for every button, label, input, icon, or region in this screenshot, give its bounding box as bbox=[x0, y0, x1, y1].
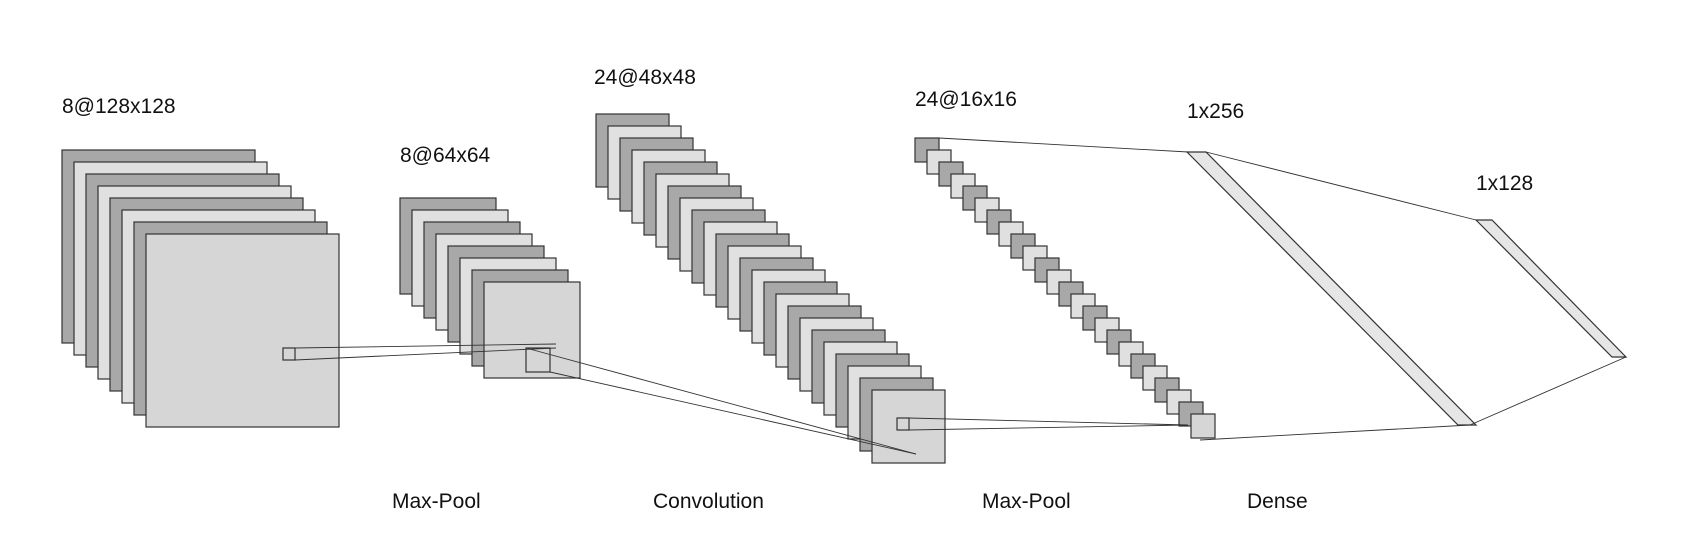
connection-line-8 bbox=[1199, 424, 1471, 441]
layer-8x64x64-stack bbox=[399, 197, 581, 379]
kernel-square-2 bbox=[525, 347, 551, 373]
kernel-square-1 bbox=[282, 347, 296, 361]
connection-line-6 bbox=[908, 424, 1189, 431]
connection-line-3 bbox=[525, 347, 917, 455]
label-layer-3: 24@48x48 bbox=[594, 66, 696, 89]
connection-line-10 bbox=[1469, 356, 1627, 426]
layer1-feature-map-8 bbox=[145, 233, 340, 428]
dense-layers bbox=[1185, 151, 1628, 426]
connection-line-1 bbox=[294, 343, 557, 349]
connection-line-5 bbox=[908, 417, 1189, 426]
connection-lines bbox=[282, 137, 1627, 455]
connection-line-7 bbox=[938, 137, 1189, 153]
layer2-feature-map-8 bbox=[483, 281, 581, 379]
layer-24x48x48-stack bbox=[595, 113, 946, 464]
layer-8x128x128-stack bbox=[61, 149, 340, 428]
caption-dense: Dense bbox=[1247, 490, 1308, 513]
layer4-feature-map-24 bbox=[1190, 413, 1216, 439]
label-layer-5: 1x256 bbox=[1187, 100, 1244, 123]
kernel-square-3 bbox=[896, 417, 910, 431]
caption-max-pool-2: Max-Pool bbox=[982, 490, 1071, 513]
label-layer-4: 24@16x16 bbox=[915, 88, 1017, 111]
label-layer-2: 8@64x64 bbox=[400, 144, 491, 167]
dense-layer-256 bbox=[1185, 151, 1478, 426]
connection-line-2 bbox=[294, 347, 557, 361]
dense-layer-128 bbox=[1474, 219, 1628, 358]
layer3-feature-map-24 bbox=[871, 389, 946, 464]
connection-line-9 bbox=[1205, 151, 1477, 221]
layer-24x16x16-stack bbox=[914, 137, 1216, 439]
connection-line-4 bbox=[549, 371, 917, 455]
caption-convolution: Convolution bbox=[653, 490, 764, 513]
label-layer-6: 1x128 bbox=[1476, 172, 1533, 195]
label-layer-1: 8@128x128 bbox=[62, 95, 176, 118]
caption-max-pool-1: Max-Pool bbox=[392, 490, 481, 513]
